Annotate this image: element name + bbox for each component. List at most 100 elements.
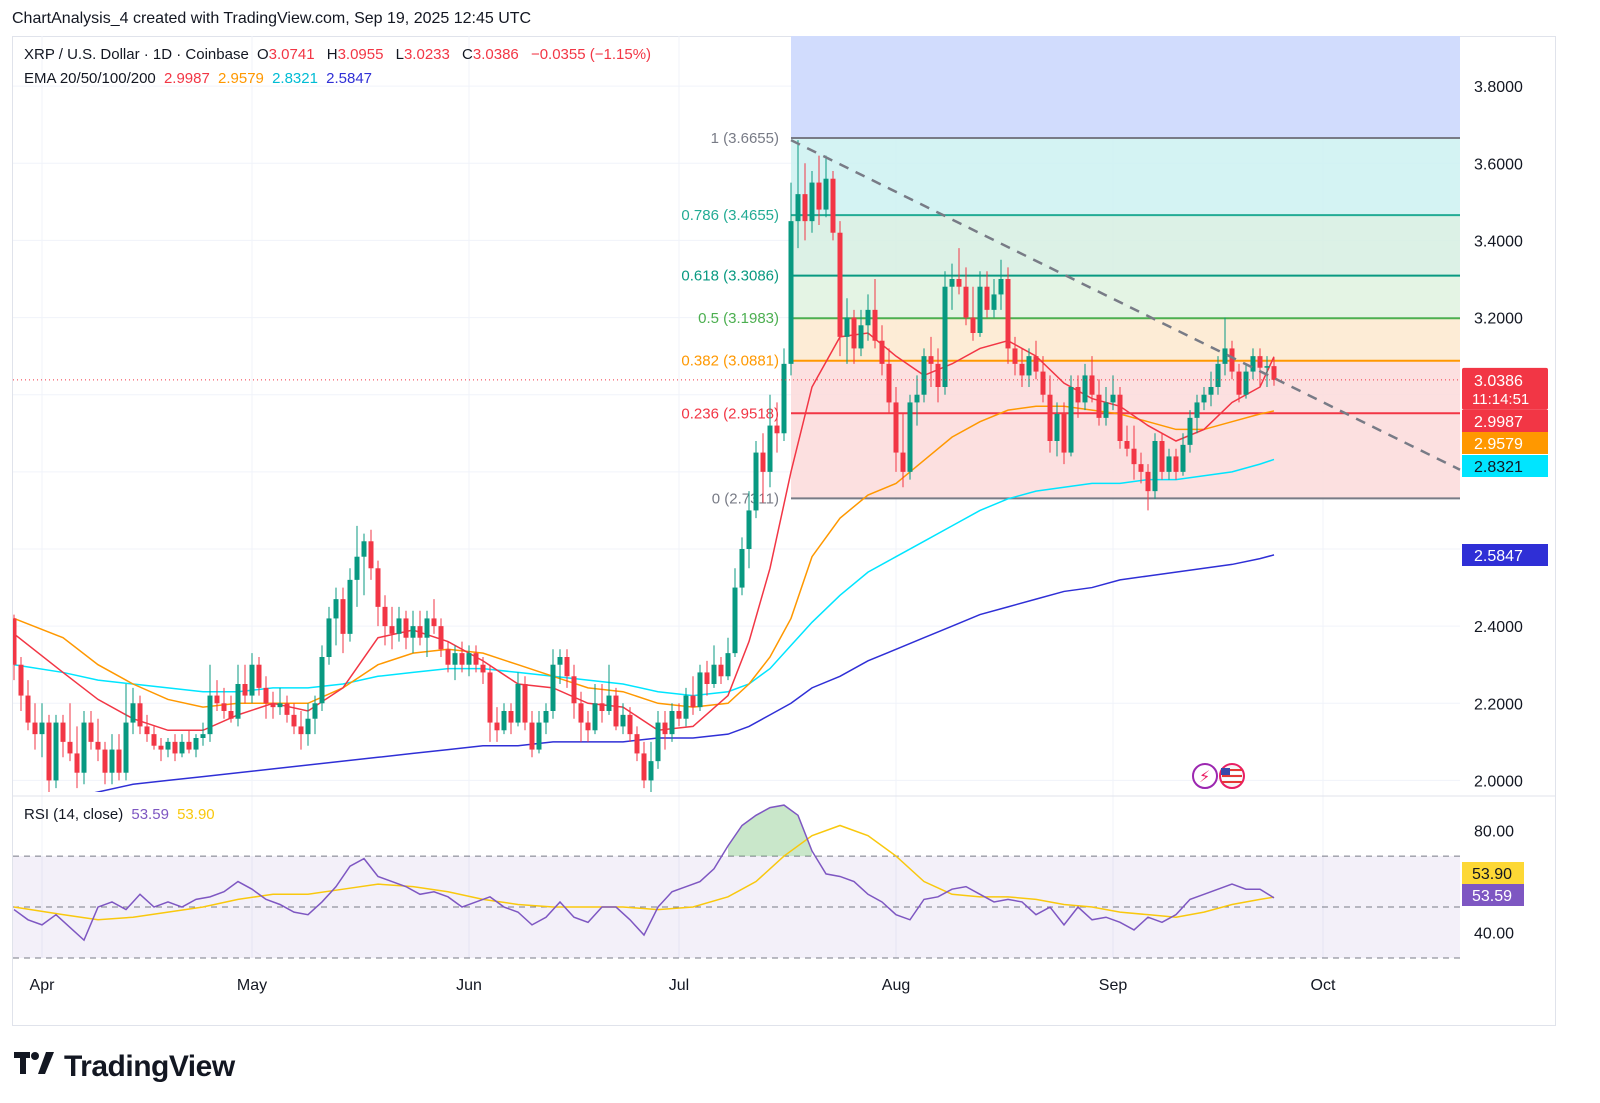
candle-body	[25, 695, 31, 723]
tradingview-logo-icon	[14, 1050, 56, 1084]
candle-body	[144, 726, 150, 735]
candle-body	[571, 676, 577, 704]
lightning-glyph: ⚡	[1199, 767, 1210, 786]
candle-body	[270, 703, 276, 708]
candle-body	[928, 356, 934, 364]
tradingview-logo[interactable]: TradingView	[14, 1050, 235, 1084]
candle-body	[88, 722, 94, 742]
rsi-axis-tick: 80.00	[1474, 824, 1514, 841]
candle-body	[487, 672, 493, 723]
candle-body	[529, 722, 535, 750]
fib-zone	[791, 360, 1460, 414]
candle-body	[543, 711, 549, 723]
candle-body	[1061, 414, 1067, 453]
x-axis-tick: Jul	[669, 977, 689, 994]
candle-body	[459, 653, 465, 665]
candle-body	[1026, 356, 1032, 376]
candle-body	[74, 753, 80, 773]
symbol-label[interactable]: XRP / U.S. Dollar · 1D · Coinbase	[24, 46, 249, 63]
candle-body	[1201, 394, 1207, 403]
rsi-label[interactable]: RSI (14, close)	[24, 806, 124, 823]
candle-body	[949, 279, 955, 287]
low-label: L	[395, 46, 404, 63]
candle-body	[172, 741, 178, 754]
candle-body	[326, 618, 332, 657]
candle-body	[67, 741, 73, 754]
candle-body	[669, 711, 675, 735]
candle-body	[515, 684, 521, 723]
candle-body	[354, 556, 360, 580]
x-axis-tick: Oct	[1311, 977, 1336, 994]
y-axis-tick: 3.4000	[1474, 233, 1523, 250]
candle-body	[704, 672, 710, 684]
candle-body	[725, 653, 731, 677]
candle-body	[676, 711, 682, 719]
candle-body	[1145, 471, 1151, 492]
candle-body	[1033, 356, 1039, 372]
symbol-legend: XRP / U.S. Dollar · 1D · Coinbase O3.074…	[24, 46, 655, 63]
candle-body	[998, 279, 1004, 295]
high-value: 3.0955	[337, 46, 384, 63]
candle-body	[291, 714, 297, 727]
candle-body	[830, 178, 836, 233]
candle-body	[1089, 375, 1095, 395]
candle-body	[347, 579, 353, 634]
candle-body	[179, 741, 185, 754]
candle-body	[396, 618, 402, 634]
candle-body	[109, 749, 115, 773]
candle-body	[795, 194, 801, 222]
candle-body	[193, 738, 199, 750]
candle-body	[690, 695, 696, 708]
candle-body	[522, 684, 528, 723]
candle-body	[284, 703, 290, 715]
open-label: O	[256, 46, 269, 63]
candle-body	[1257, 356, 1263, 368]
candle-body	[1187, 417, 1193, 445]
countdown-value: 11:14:51	[1472, 391, 1529, 408]
candle-body	[277, 703, 283, 708]
tradingview-logo-text: TradingView	[64, 1050, 235, 1083]
candle-body	[137, 703, 143, 727]
candle-body	[858, 325, 864, 349]
ema-price-value: 2.9579	[1474, 436, 1523, 453]
candle-body	[1124, 441, 1130, 449]
candle-body	[585, 722, 591, 731]
candle-body	[823, 178, 829, 210]
ema-label[interactable]: EMA 20/50/100/200	[24, 70, 156, 87]
candle-body	[1138, 464, 1144, 472]
candle-body	[809, 182, 815, 222]
rsi-badge-value: 53.59	[1472, 888, 1512, 905]
candle-body	[886, 363, 892, 403]
candle-body	[116, 749, 122, 773]
fib-zone	[791, 318, 1460, 361]
candle-body	[466, 653, 472, 665]
ema-price-badge	[1462, 455, 1548, 477]
downtrend-line	[790, 139, 1461, 471]
candle-body	[130, 703, 136, 723]
candle-body	[1096, 394, 1102, 418]
candle-body	[221, 703, 227, 711]
candle-body	[641, 753, 647, 781]
fib-zone	[791, 275, 1460, 319]
candle-body	[501, 711, 507, 731]
candle-body	[102, 749, 108, 773]
candle-body	[774, 425, 780, 434]
y-axis-tick: 3.2000	[1474, 311, 1523, 328]
candle-body	[718, 664, 724, 677]
candle-body	[977, 286, 983, 333]
y-axis-tick: 3.6000	[1474, 156, 1523, 173]
rsi-line	[13, 804, 1275, 942]
candle-body	[298, 726, 304, 735]
rsi-band-fill	[13, 856, 1460, 958]
candle-body	[1222, 348, 1228, 364]
candle-body	[991, 294, 997, 310]
candle-body	[438, 626, 444, 650]
candle-body	[907, 402, 913, 472]
candle-body	[865, 309, 871, 326]
candle-body	[739, 549, 745, 588]
candle-body	[620, 714, 626, 727]
candle-body	[1152, 441, 1158, 492]
chart-frame	[12, 36, 1556, 1026]
candle-body	[1005, 279, 1011, 349]
